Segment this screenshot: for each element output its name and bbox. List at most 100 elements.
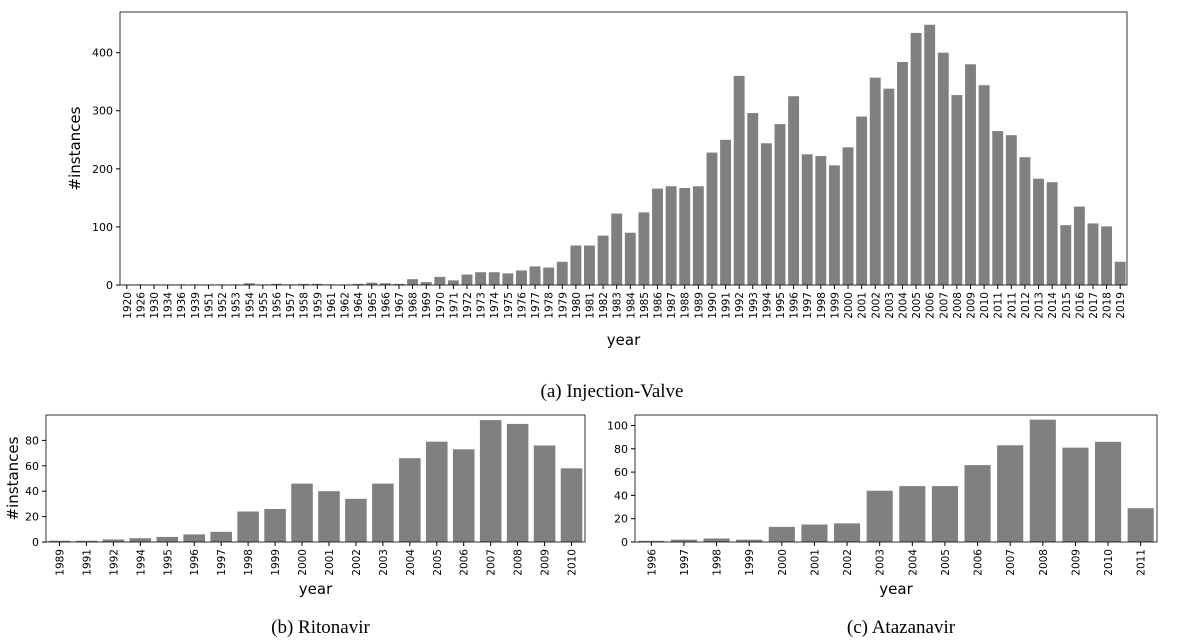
x-tick-label: 1991: [721, 292, 733, 319]
x-tick-label: 1975: [503, 292, 515, 319]
bar: [393, 283, 405, 285]
bar: [291, 483, 313, 542]
bar: [869, 77, 881, 285]
bar: [834, 523, 861, 542]
bar: [856, 116, 868, 285]
bar: [420, 282, 432, 285]
x-tick-label: 2010: [567, 549, 579, 576]
y-tick-label: 0: [621, 536, 628, 549]
x-tick-label: 1990: [707, 292, 719, 319]
bar: [475, 272, 487, 285]
x-tick-label: 1998: [243, 549, 255, 576]
bar: [665, 186, 677, 285]
x-tick-label: 1972: [462, 292, 474, 319]
bar: [352, 283, 364, 285]
x-tick-label: 1936: [176, 292, 188, 319]
bar: [515, 270, 527, 285]
bar: [1101, 226, 1113, 285]
y-tick-label: 100: [92, 221, 113, 234]
bar: [899, 486, 926, 542]
bar: [910, 32, 922, 285]
bar: [243, 283, 255, 285]
x-tick-label: 1954: [244, 292, 256, 319]
x-tick-label: 2008: [1038, 549, 1050, 576]
y-tick-label: 40: [25, 485, 39, 498]
x-tick-label: 1930: [149, 292, 161, 319]
bar: [533, 445, 556, 542]
bar: [1062, 447, 1089, 542]
x-tick-label: 2013: [1034, 292, 1046, 319]
bar: [924, 24, 936, 286]
x-tick-label: 1973: [476, 292, 488, 319]
x-tick-label: 1994: [135, 549, 147, 576]
bar: [570, 245, 582, 285]
bar: [1046, 182, 1058, 285]
x-tick-label: 2004: [405, 549, 417, 576]
x-tick-label: 2002: [870, 292, 882, 319]
x-tick-label: 2001: [857, 292, 869, 319]
bar: [815, 156, 827, 285]
bar: [447, 280, 459, 285]
x-tick-label: 2016: [1074, 292, 1086, 319]
x-tick-label: 1996: [646, 549, 658, 576]
bar: [366, 282, 378, 285]
bar: [760, 143, 772, 285]
bar: [1095, 441, 1122, 542]
bar: [774, 124, 786, 286]
bar: [997, 445, 1024, 542]
bar: [597, 235, 609, 285]
x-tick-label: 2000: [297, 549, 309, 576]
bar: [264, 508, 286, 542]
plot-frame: [45, 414, 586, 543]
bar: [102, 539, 125, 542]
y-tick-label: 400: [92, 47, 113, 60]
x-tick-label: 1977: [530, 292, 542, 319]
y-axis-label: #instances: [66, 106, 84, 190]
x-tick-label: 1957: [285, 292, 297, 319]
bar: [1060, 225, 1072, 285]
x-tick-label: 1996: [789, 292, 801, 319]
x-tick-label: 1952: [217, 292, 229, 319]
x-tick-label: 1951: [203, 292, 215, 319]
x-tick-label: 2012: [1020, 292, 1032, 319]
x-tick-label: 1965: [367, 292, 379, 319]
x-tick-label: 2011: [1006, 292, 1018, 319]
x-tick-label: 1982: [598, 292, 610, 319]
x-tick-label: 1995: [162, 549, 174, 576]
bar: [679, 187, 691, 285]
bar: [747, 113, 759, 285]
bar: [425, 441, 448, 542]
bar: [183, 534, 206, 542]
bar: [556, 261, 568, 285]
x-tick-label: 2008: [952, 292, 964, 319]
bar: [801, 154, 813, 285]
bar: [529, 266, 541, 285]
x-tick-label: 1970: [435, 292, 447, 319]
x-tick-label: 1969: [421, 292, 433, 319]
x-tick-label: 1998: [816, 292, 828, 319]
x-tick-label: 1992: [108, 549, 120, 576]
x-tick-label: 2008: [513, 549, 525, 576]
x-tick-label: 1986: [653, 292, 665, 319]
x-tick-label: 1978: [544, 292, 556, 319]
x-tick-label: 1981: [584, 292, 596, 319]
x-tick-label: 2015: [1061, 292, 1073, 319]
bar: [488, 272, 500, 285]
x-tick-label: 1979: [557, 292, 569, 319]
bar: [129, 538, 152, 542]
x-tick-label: 1998: [712, 549, 724, 576]
bar: [828, 165, 840, 285]
y-tick-label: 100: [607, 419, 628, 432]
x-axis-label: year: [879, 580, 913, 598]
x-tick-label: 1956: [271, 292, 283, 319]
bar: [271, 283, 282, 285]
bar: [931, 486, 958, 542]
x-tick-label: 1989: [54, 549, 66, 576]
y-tick-label: 300: [92, 105, 113, 118]
x-tick-label: 2001: [809, 549, 821, 576]
bar: [479, 420, 502, 542]
y-tick-label: 40: [614, 489, 628, 502]
bar: [560, 468, 583, 542]
x-tick-label: 1989: [693, 292, 705, 319]
y-tick-label: 20: [25, 511, 39, 524]
